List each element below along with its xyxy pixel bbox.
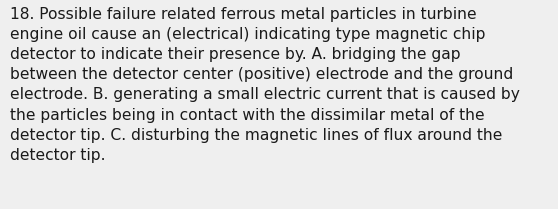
Text: 18. Possible failure related ferrous metal particles in turbine
engine oil cause: 18. Possible failure related ferrous met… (10, 7, 520, 163)
